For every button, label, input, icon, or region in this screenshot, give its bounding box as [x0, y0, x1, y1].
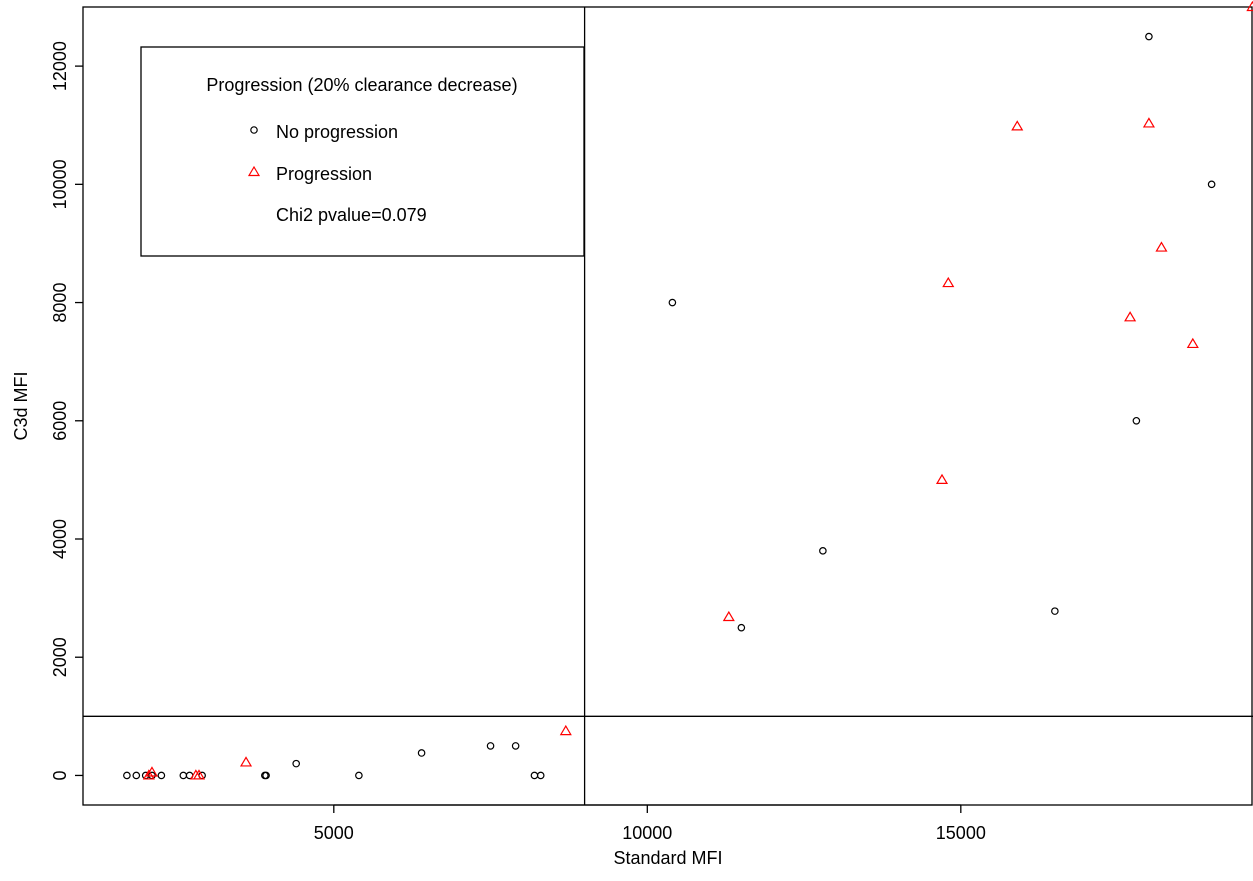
y-tick-label: 8000: [50, 283, 70, 323]
data-point-no-progression: [1145, 32, 1153, 41]
data-point-progression: [559, 724, 572, 736]
y-tick-label: 4000: [50, 519, 70, 559]
data-point-no-progression: [292, 759, 300, 768]
data-point-no-progression: [157, 771, 166, 780]
data-point-progression: [942, 276, 955, 288]
data-point-no-progression: [536, 771, 545, 780]
legend-title: Progression (20% clearance decrease): [206, 75, 517, 95]
legend-box: [140, 46, 585, 257]
data-point-no-progression: [1132, 416, 1141, 425]
data-point-progression: [1155, 241, 1168, 252]
data-point-progression: [935, 473, 949, 484]
y-tick-label: 2000: [50, 637, 70, 677]
x-tick-label: 5000: [314, 823, 354, 843]
data-point-progression: [1142, 117, 1155, 128]
y-tick-label: 0: [50, 770, 70, 780]
legend-annotation: Chi2 pvalue=0.079: [276, 205, 427, 225]
legend-circle-icon: [250, 126, 258, 134]
legend-triangle-icon: [247, 165, 261, 177]
x-tick-label: 15000: [936, 823, 986, 843]
data-point-no-progression: [668, 298, 677, 307]
data-point-no-progression: [262, 771, 270, 780]
data-point-progression: [1186, 337, 1199, 349]
data-point-progression: [1011, 120, 1024, 131]
x-tick-label: 10000: [622, 823, 672, 843]
data-point-no-progression: [179, 771, 188, 780]
y-axis-label: C3d MFI: [11, 371, 31, 440]
data-point-progression: [142, 769, 155, 780]
data-point-progression: [192, 769, 206, 780]
x-axis-label: Standard MFI: [613, 848, 722, 868]
data-point-no-progression: [123, 771, 131, 780]
legend-entry-label: No progression: [276, 122, 398, 142]
y-tick-label: 12000: [50, 41, 70, 91]
data-point-no-progression: [486, 742, 495, 750]
data-point-no-progression: [737, 623, 746, 632]
data-point-no-progression: [355, 771, 363, 780]
data-point-no-progression: [1207, 180, 1216, 189]
data-point-progression: [145, 766, 159, 777]
y-tick-label: 10000: [50, 159, 70, 209]
data-point-no-progression: [417, 749, 426, 757]
y-tick-label: 6000: [50, 401, 70, 441]
data-point-no-progression: [132, 771, 141, 780]
data-point-no-progression: [530, 771, 539, 780]
legend-entry-label: Progression: [276, 164, 372, 184]
data-point-no-progression: [819, 547, 827, 555]
data-point-progression: [1246, 0, 1253, 12]
data-point-progression: [239, 756, 253, 767]
data-point-no-progression: [511, 742, 520, 750]
data-point-no-progression: [1051, 607, 1059, 615]
data-point-progression: [1124, 311, 1137, 322]
data-point-progression: [722, 610, 735, 622]
